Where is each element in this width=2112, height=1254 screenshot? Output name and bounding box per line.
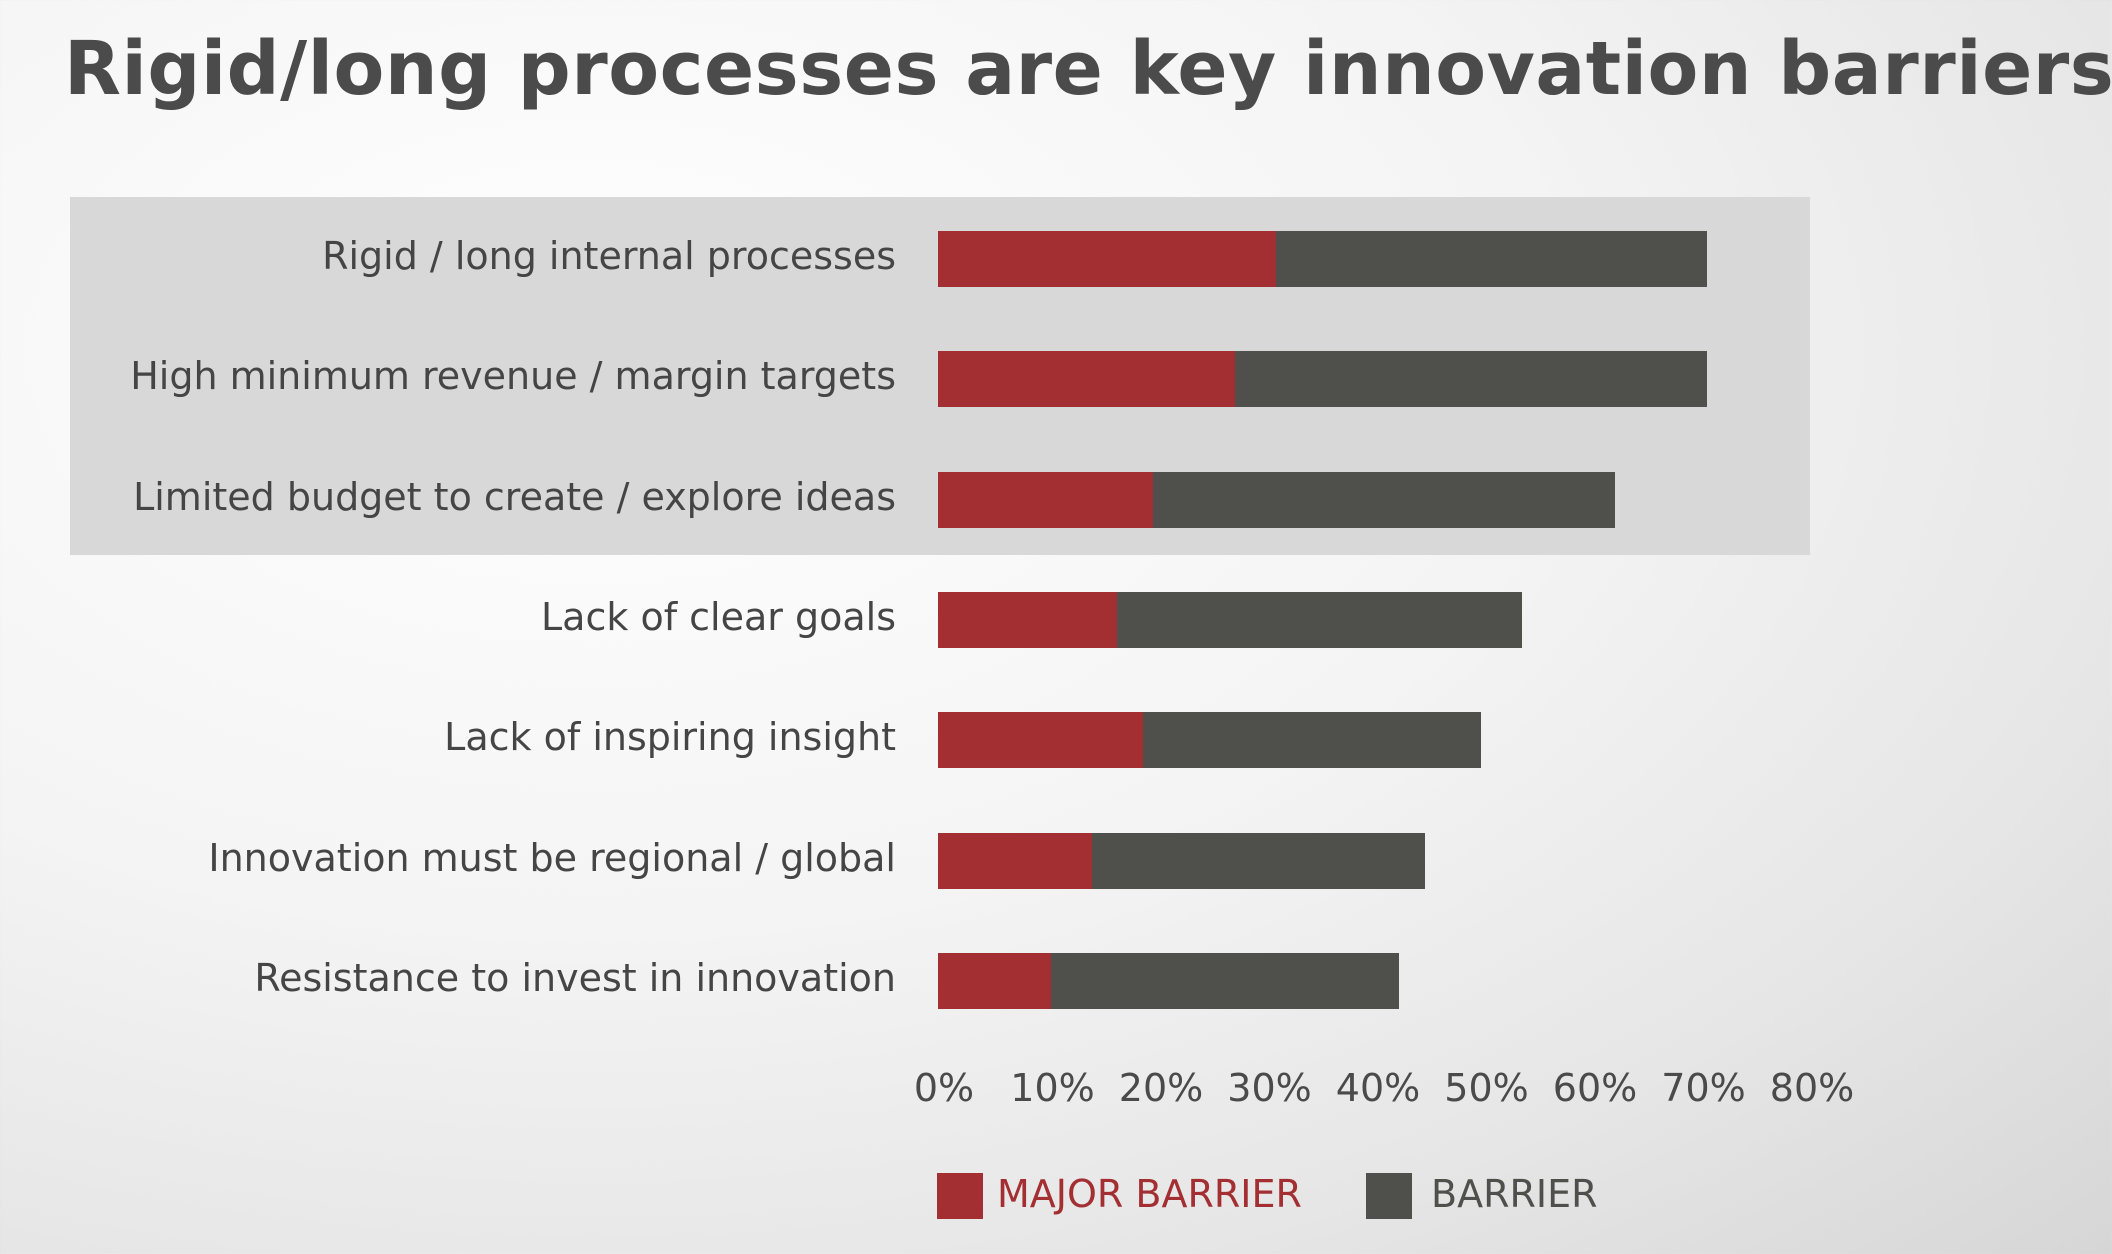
x-tick-label: 60% <box>1552 1066 1638 1110</box>
category-label-rigid-long-internal-processes: Rigid / long internal processes <box>322 234 896 278</box>
x-tick-label: 40% <box>1335 1066 1421 1110</box>
category-label-innovation-must-be-regional-global: Innovation must be regional / global <box>208 836 896 880</box>
legend-label-major-barrier: MAJOR BARRIER <box>997 1172 1302 1216</box>
x-tick-label: 0% <box>913 1066 975 1110</box>
category-label-lack-of-inspiring-insight: Lack of inspiring insight <box>444 715 896 759</box>
legend-swatch-barrier <box>1366 1173 1412 1219</box>
x-tick-label: 20% <box>1118 1066 1204 1110</box>
bar-barrier-rigid-long-internal-processes <box>1276 231 1707 287</box>
x-tick-label: 80% <box>1769 1066 1855 1110</box>
bar-major-barrier-lack-of-inspiring-insight <box>938 712 1143 768</box>
bar-barrier-limited-budget-to-create-explore-ideas <box>1153 472 1615 528</box>
category-label-high-minimum-revenue-margin-targets: High minimum revenue / margin targets <box>130 354 896 398</box>
bar-major-barrier-resistance-to-invest-in-innovation <box>938 953 1051 1009</box>
bar-major-barrier-lack-of-clear-goals <box>938 592 1118 648</box>
bar-major-barrier-rigid-long-internal-processes <box>938 231 1277 287</box>
bar-major-barrier-limited-budget-to-create-explore-ideas <box>938 472 1154 528</box>
bar-major-barrier-high-minimum-revenue-margin-targets <box>938 351 1236 407</box>
x-tick-label: 50% <box>1444 1066 1529 1110</box>
legend-swatch-major-barrier <box>937 1173 983 1219</box>
x-tick-label: 30% <box>1227 1066 1312 1110</box>
bar-barrier-resistance-to-invest-in-innovation <box>1050 953 1400 1009</box>
category-label-lack-of-clear-goals: Lack of clear goals <box>541 595 896 639</box>
category-label-limited-budget-to-create-explore-ideas: Limited budget to create / explore ideas <box>133 475 896 519</box>
x-tick-label: 70% <box>1661 1066 1746 1110</box>
bar-major-barrier-innovation-must-be-regional-global <box>938 833 1092 889</box>
legend-label-barrier: BARRIER <box>1431 1172 1598 1216</box>
bar-barrier-innovation-must-be-regional-global <box>1091 833 1425 889</box>
x-tick-label: 10% <box>1010 1066 1095 1110</box>
bar-barrier-lack-of-clear-goals <box>1117 592 1523 648</box>
chart-title: Rigid/long processes are key innovation … <box>64 26 2112 112</box>
bar-barrier-high-minimum-revenue-margin-targets <box>1235 351 1707 407</box>
bar-barrier-lack-of-inspiring-insight <box>1143 712 1482 768</box>
category-label-resistance-to-invest-in-innovation: Resistance to invest in innovation <box>254 956 896 1000</box>
